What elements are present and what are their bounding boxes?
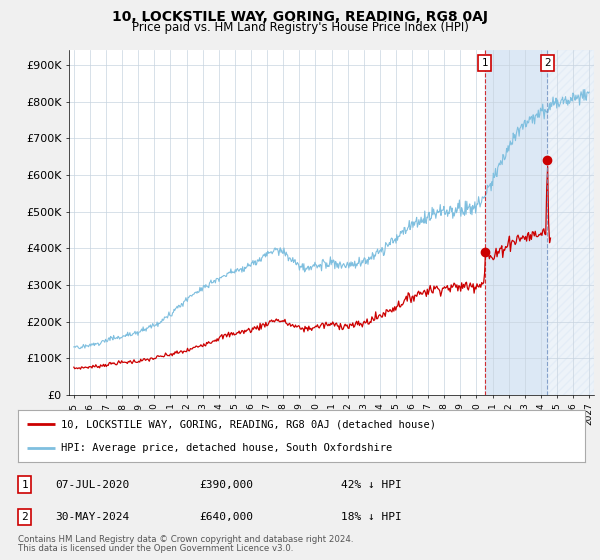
Text: 18% ↓ HPI: 18% ↓ HPI <box>341 512 402 522</box>
Text: Price paid vs. HM Land Registry's House Price Index (HPI): Price paid vs. HM Land Registry's House … <box>131 21 469 34</box>
Text: Contains HM Land Registry data © Crown copyright and database right 2024.: Contains HM Land Registry data © Crown c… <box>18 535 353 544</box>
Text: £640,000: £640,000 <box>199 512 253 522</box>
Text: This data is licensed under the Open Government Licence v3.0.: This data is licensed under the Open Gov… <box>18 544 293 553</box>
Text: 10, LOCKSTILE WAY, GORING, READING, RG8 0AJ (detached house): 10, LOCKSTILE WAY, GORING, READING, RG8 … <box>61 419 436 430</box>
Text: 10, LOCKSTILE WAY, GORING, READING, RG8 0AJ: 10, LOCKSTILE WAY, GORING, READING, RG8 … <box>112 10 488 24</box>
Text: 2: 2 <box>22 512 28 522</box>
Text: 1: 1 <box>22 479 28 489</box>
Text: HPI: Average price, detached house, South Oxfordshire: HPI: Average price, detached house, Sout… <box>61 443 392 453</box>
Text: 30-MAY-2024: 30-MAY-2024 <box>55 512 129 522</box>
Bar <box>547 50 594 395</box>
Text: 2: 2 <box>544 58 551 68</box>
Text: 42% ↓ HPI: 42% ↓ HPI <box>341 479 402 489</box>
Text: 07-JUL-2020: 07-JUL-2020 <box>55 479 129 489</box>
Text: 1: 1 <box>482 58 488 68</box>
Bar <box>485 50 547 395</box>
Text: £390,000: £390,000 <box>199 479 253 489</box>
